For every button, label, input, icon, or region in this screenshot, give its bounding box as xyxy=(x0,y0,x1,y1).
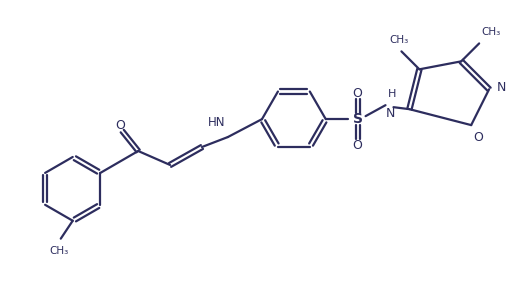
Text: O: O xyxy=(473,131,483,144)
Text: S: S xyxy=(353,112,363,126)
Text: O: O xyxy=(353,87,363,100)
Text: O: O xyxy=(353,139,363,151)
Text: H: H xyxy=(387,89,396,99)
Text: HN: HN xyxy=(208,116,226,129)
Text: O: O xyxy=(115,119,125,132)
Text: CH₃: CH₃ xyxy=(390,35,409,45)
Text: CH₃: CH₃ xyxy=(481,27,500,37)
Text: N: N xyxy=(497,81,506,94)
Text: N: N xyxy=(385,107,395,120)
Text: CH₃: CH₃ xyxy=(49,246,68,256)
